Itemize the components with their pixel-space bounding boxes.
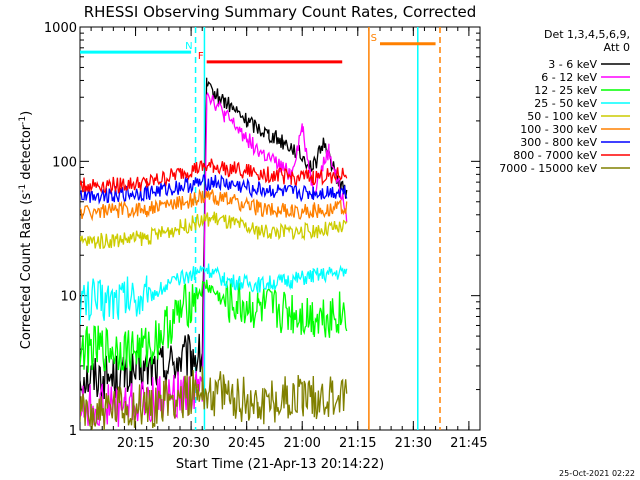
legend-label: 25 - 50 keV: [534, 97, 597, 110]
series-line: [80, 174, 348, 205]
y-tick-label: 1000: [44, 21, 77, 36]
legend-label: 6 - 12 keV: [541, 71, 597, 84]
series-line: [80, 91, 348, 429]
x-tick-label: 20:30: [172, 436, 209, 451]
y-tick-label: 100: [52, 155, 77, 170]
y-axis-label-end: ): [19, 111, 34, 116]
legend-label: 12 - 25 keV: [534, 84, 597, 97]
legend-label: 800 - 7000 keV: [513, 149, 597, 162]
flag-label: N: [185, 41, 192, 52]
chart-title: RHESSI Observing Summary Count Rates, Co…: [84, 3, 477, 21]
legend-label: 300 - 800 keV: [520, 136, 597, 149]
y-axis-label-sup2: -1: [18, 116, 28, 125]
x-tick-label: 21:15: [339, 436, 376, 451]
x-axis-label: Start Time (21-Apr-13 20:14:22): [176, 457, 384, 472]
y-axis-label: Corrected Count Rate (s-1 detector-1): [18, 111, 34, 349]
x-tick-label: 20:15: [117, 436, 154, 451]
series-line: [80, 77, 348, 400]
series-line: [80, 279, 348, 373]
y-axis-label-main: Corrected Count Rate (s: [19, 193, 34, 350]
y-tick-label: 10: [60, 290, 77, 305]
x-tick-label: 21:30: [395, 436, 432, 451]
legend-header-line2: Att 0: [604, 41, 630, 54]
x-tick-label: 21:45: [450, 436, 487, 451]
plot-area: 1 10 100 1000 20:15 20:30 20:45 21:00 21:15 21:30…: [44, 21, 488, 451]
legend-label: 3 - 6 keV: [548, 58, 597, 71]
x-tick-label: 21:00: [283, 436, 320, 451]
legend-header-line1: Det 1,3,4,5,6,9,: [544, 28, 630, 41]
flag-label: F: [198, 51, 204, 62]
flag-label: S: [371, 33, 377, 44]
series-line: [80, 366, 348, 430]
series-line: [80, 158, 348, 195]
series-line: [80, 188, 348, 222]
legend-label: 7000 - 15000 keV: [499, 162, 597, 175]
series-line: [80, 263, 348, 325]
timestamp: 25-Oct-2021 02:22: [559, 469, 635, 478]
series-line: [80, 211, 348, 249]
plot-content: NF S: [80, 27, 441, 430]
x-tick-label: 20:45: [228, 436, 265, 451]
legend-label: 50 - 100 keV: [527, 110, 597, 123]
legend-label: 100 - 300 keV: [520, 123, 597, 136]
y-tick-label: 1: [69, 424, 77, 439]
y-axis-label-sup1: -1: [18, 184, 28, 193]
y-axis-label-mid: detector: [19, 124, 34, 184]
